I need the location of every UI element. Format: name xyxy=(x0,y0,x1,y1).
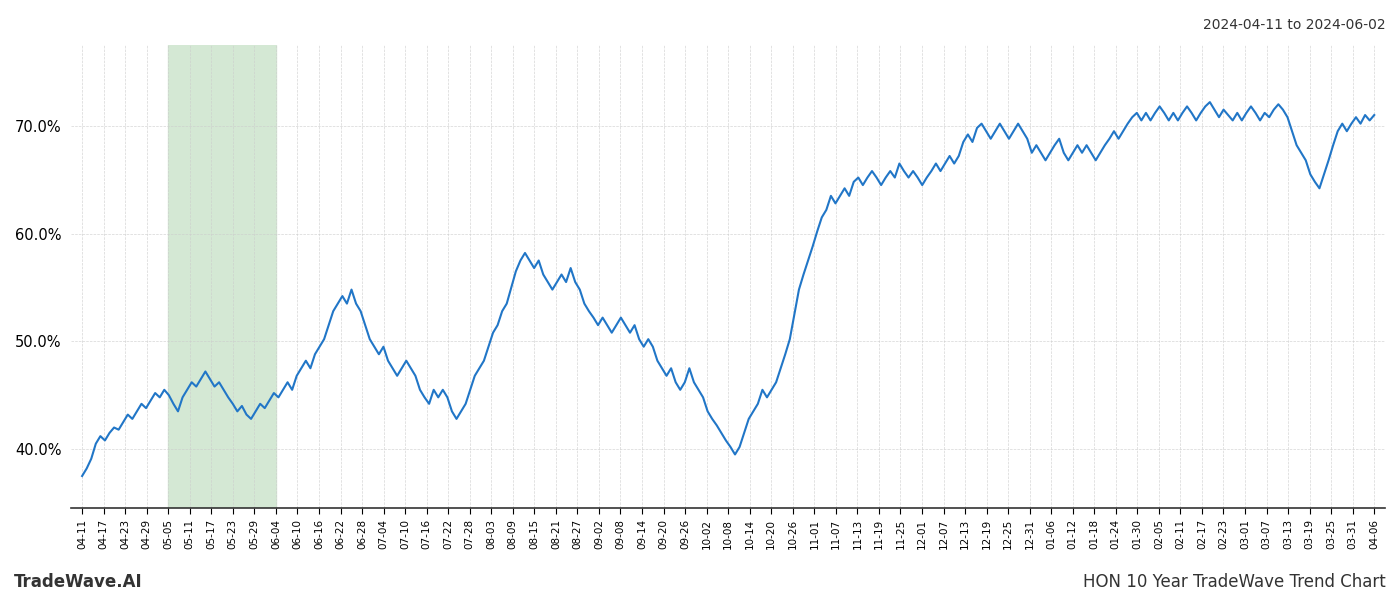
Text: HON 10 Year TradeWave Trend Chart: HON 10 Year TradeWave Trend Chart xyxy=(1084,573,1386,591)
Text: 2024-04-11 to 2024-06-02: 2024-04-11 to 2024-06-02 xyxy=(1204,18,1386,32)
Bar xyxy=(168,45,276,508)
Text: TradeWave.AI: TradeWave.AI xyxy=(14,573,143,591)
